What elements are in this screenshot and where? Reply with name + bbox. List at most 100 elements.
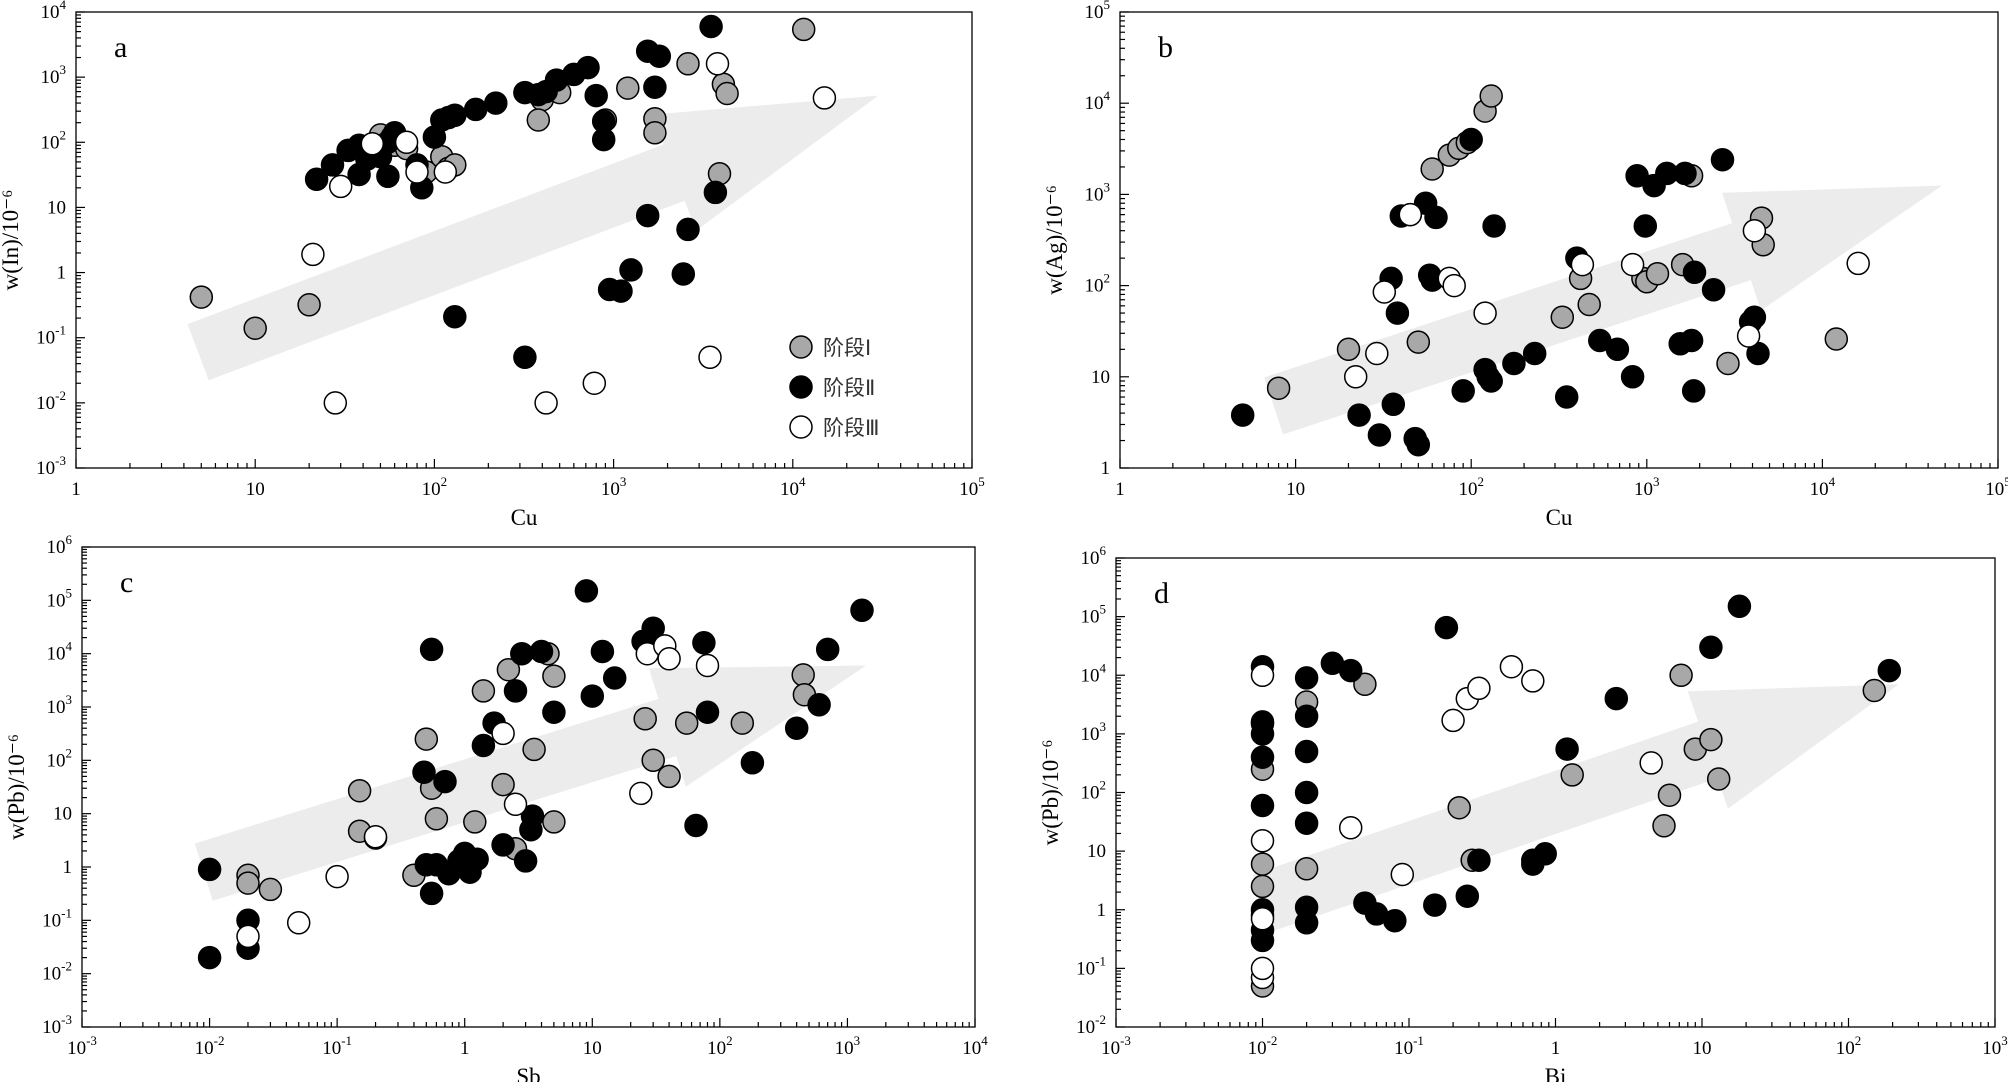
p3-x-tick-label: 10-3 <box>1101 1033 1131 1059</box>
p2-point-s1-23 <box>730 711 755 735</box>
panel-a: 1 10 102 103 104 105 10-3 10-2 10-1 1 10 102 103 104 C… <box>0 0 985 530</box>
p1-point-s2-1 <box>1347 403 1371 427</box>
p3-y-tick-label: 10-1 <box>1076 953 1106 979</box>
p2-point-s2-9 <box>433 769 457 794</box>
p2-point-s2-26 <box>580 684 605 708</box>
p1-point-s1-14 <box>1645 261 1670 286</box>
p0-x-tick-label: 104 <box>780 474 806 500</box>
p1-point-s2-33 <box>1679 328 1704 353</box>
p1-y-axis-label: w(Ag)/10⁻⁶ <box>1042 185 1067 295</box>
p2-point-s3-2 <box>325 864 349 889</box>
p0-x-tick-label: 10 <box>246 479 265 500</box>
p3-point-s1-3 <box>1250 852 1275 876</box>
p3-point-s2-27 <box>1555 737 1579 761</box>
p1-point-s2-22 <box>1554 385 1579 409</box>
p0-plot-frame <box>75 11 973 469</box>
p1-x-tick-label: 103 <box>1634 474 1660 500</box>
p0-point-s1-12 <box>526 108 551 132</box>
p0-panel-letter: a <box>114 31 127 64</box>
p2-point-s2-36 <box>784 716 809 740</box>
p1-x-tick-label: 10 <box>1286 479 1305 500</box>
p1-point-s1-0 <box>1266 376 1291 400</box>
p1-y-tick-label: 102 <box>1085 271 1111 297</box>
p1-x-axis-label: Cu <box>1546 505 1573 530</box>
p1-point-s3-6 <box>1473 301 1497 325</box>
p2-point-s2-15 <box>471 733 496 758</box>
p0-x-axis-label: Cu <box>511 505 538 530</box>
p0-point-s1-14 <box>616 76 640 100</box>
p2-y-tick-label: 10-1 <box>42 905 72 931</box>
p1-x-tick-label: 104 <box>1810 474 1836 500</box>
p0-point-s2-6 <box>347 162 371 187</box>
p1-point-s2-13 <box>1424 205 1448 230</box>
p1-plot-frame <box>1119 11 1999 469</box>
p3-point-s3-12 <box>1639 751 1663 775</box>
p1-point-s3-3 <box>1398 202 1423 227</box>
p1-point-s2-37 <box>1710 147 1735 172</box>
p1-point-s2-36 <box>1701 278 1726 302</box>
p2-point-s3-0 <box>236 924 260 949</box>
p2-x-tick-label: 102 <box>707 1033 733 1059</box>
p0-x-tick-label: 105 <box>959 474 985 500</box>
p2-y-tick-label: 10-2 <box>42 959 72 985</box>
p1-point-s2-35 <box>1682 260 1707 285</box>
p3-x-tick-label: 103 <box>1982 1033 2008 1059</box>
p1-y-tick-label: 103 <box>1085 179 1111 205</box>
p1-point-s2-2 <box>1367 423 1392 447</box>
p0-point-s3-8 <box>582 371 607 395</box>
p3-point-s2-31 <box>1877 658 1902 683</box>
p3-point-s3-5 <box>1338 816 1363 840</box>
p1-panel-letter: b <box>1158 31 1173 64</box>
p1-point-s2-4 <box>1385 301 1410 325</box>
p0-point-s2-35 <box>635 203 660 228</box>
p2-point-s2-39 <box>850 598 874 623</box>
p1-point-s2-19 <box>1482 214 1506 238</box>
p3-y-tick-label: 1 <box>1097 900 1107 921</box>
p2-point-s2-7 <box>419 881 444 906</box>
p2-point-s2-4 <box>412 760 436 784</box>
p0-point-s2-25 <box>576 55 600 80</box>
p2-y-axis-label: w(Pb)/10⁻⁶ <box>4 734 29 840</box>
p2-point-s1-2 <box>258 877 283 902</box>
p3-point-s2-4 <box>1250 745 1275 769</box>
p3-point-s2-16 <box>1338 658 1363 683</box>
p1-point-s2-0 <box>1230 403 1255 427</box>
p3-point-s1-17 <box>1706 767 1731 791</box>
legend-label-stage-3: 阶段Ⅲ <box>823 416 879 440</box>
p2-point-s2-18 <box>503 679 528 703</box>
p2-point-s1-7 <box>414 727 439 751</box>
p2-y-tick-label: 102 <box>47 745 73 771</box>
p1-point-s3-8 <box>1620 252 1645 277</box>
p3-point-s2-13 <box>1294 704 1319 728</box>
p0-point-s3-2 <box>328 174 353 199</box>
p1-point-s2-14 <box>1451 379 1475 403</box>
p2-point-s1-24 <box>791 663 815 687</box>
p3-y-tick-label: 103 <box>1081 719 1107 745</box>
p2-y-tick-label: 106 <box>47 532 73 558</box>
p1-x-tick-label: 1 <box>1115 479 1125 500</box>
p0-point-s2-17 <box>443 103 467 128</box>
p2-y-tick-label: 10 <box>53 804 72 825</box>
p1-point-s1-8 <box>1479 84 1503 108</box>
p3-trend-arrow <box>1252 684 1899 932</box>
p2-point-s1-1 <box>236 871 260 895</box>
p3-point-s3-2 <box>1250 907 1275 931</box>
p3-point-s2-30 <box>1727 594 1752 619</box>
p0-y-tick-label: 10-3 <box>36 453 66 479</box>
p1-point-s2-26 <box>1620 365 1645 389</box>
p3-point-s3-4 <box>1250 663 1275 688</box>
p1-point-s3-11 <box>1846 251 1870 276</box>
p0-y-tick-label: 10 <box>47 197 66 218</box>
legend-marker-stage-1 <box>789 335 813 359</box>
p0-point-s3-11 <box>812 86 837 110</box>
p2-x-tick-label: 10-2 <box>195 1033 225 1059</box>
p2-point-s1-21 <box>674 711 699 735</box>
p2-x-axis-label: Sb <box>516 1064 540 1082</box>
p1-point-s1-11 <box>1577 292 1601 317</box>
p3-point-s2-10 <box>1294 811 1319 835</box>
p0-trend-arrow <box>187 95 879 381</box>
p1-point-s3-9 <box>1736 324 1761 348</box>
p3-point-s2-29 <box>1699 635 1723 660</box>
p0-point-s3-5 <box>405 160 429 184</box>
p0-point-s2-31 <box>619 258 643 282</box>
